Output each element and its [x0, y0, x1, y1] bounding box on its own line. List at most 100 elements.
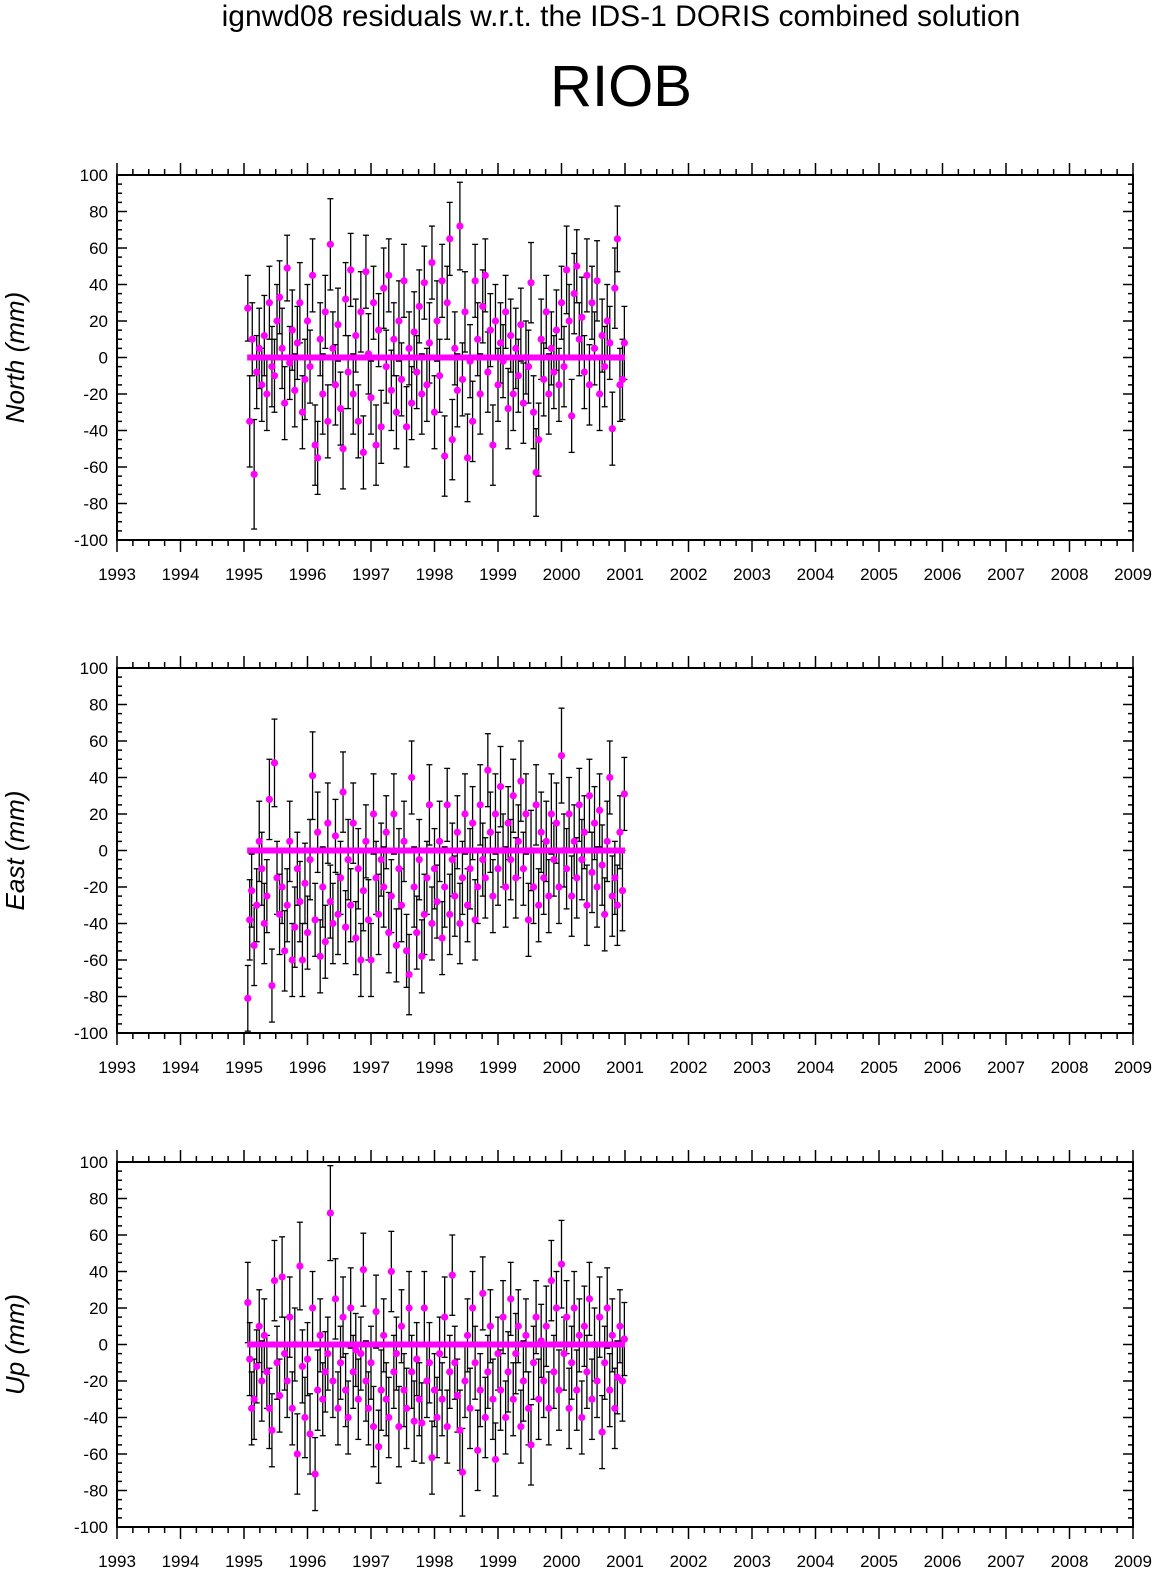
data-point	[410, 883, 418, 891]
data-point	[308, 1304, 317, 1312]
x-tick-label: 2008	[1051, 565, 1089, 584]
y-tick-label: -100	[74, 531, 108, 550]
data-point	[535, 901, 543, 909]
data-point	[258, 1377, 266, 1385]
data-point	[598, 861, 606, 869]
data-point	[461, 810, 469, 818]
data-point	[372, 874, 380, 882]
data-point	[402, 1404, 411, 1412]
data-point	[545, 390, 553, 398]
data-point	[517, 1423, 525, 1431]
data-point	[613, 1373, 621, 1381]
data-point	[608, 1331, 616, 1339]
data-point	[420, 279, 428, 287]
data-point	[316, 952, 324, 960]
data-point	[283, 1377, 291, 1385]
data-point	[441, 452, 449, 460]
data-point	[281, 947, 289, 955]
data-point	[244, 1298, 252, 1307]
data-point	[550, 368, 558, 376]
y-tick-label: 0	[99, 349, 108, 368]
data-point	[489, 1395, 497, 1403]
data-point	[298, 408, 307, 416]
data-point	[352, 1346, 360, 1354]
x-tick-label: 1994	[162, 565, 200, 584]
x-tick-label: 1996	[289, 1552, 327, 1571]
data-point	[435, 837, 444, 845]
data-point	[593, 1377, 601, 1385]
data-point	[263, 390, 271, 398]
data-point	[301, 375, 309, 383]
data-point	[580, 368, 588, 376]
data-point	[397, 901, 406, 909]
data-point	[560, 363, 568, 371]
y-tick-label: 20	[89, 805, 108, 824]
data-point	[509, 390, 517, 398]
data-point	[375, 910, 383, 918]
data-point	[562, 865, 571, 873]
data-point	[593, 883, 601, 891]
data-point	[463, 454, 472, 462]
data-point	[603, 837, 611, 845]
data-point	[471, 1359, 479, 1367]
data-point	[357, 308, 365, 316]
data-point	[405, 344, 413, 352]
data-point	[326, 898, 334, 906]
data-point	[296, 898, 304, 906]
data-point	[552, 326, 561, 334]
data-point	[616, 1322, 624, 1330]
data-point	[314, 454, 322, 462]
data-point	[606, 1386, 614, 1394]
data-point	[524, 363, 533, 371]
data-point	[522, 810, 530, 818]
data-point	[588, 299, 596, 307]
data-point	[385, 1413, 393, 1422]
data-point	[537, 335, 545, 343]
data-point	[293, 339, 301, 347]
data-point	[555, 1386, 563, 1394]
data-point	[390, 1368, 398, 1376]
data-point	[583, 901, 591, 909]
data-point	[499, 357, 507, 365]
data-point	[568, 892, 576, 900]
data-point	[392, 941, 400, 950]
data-point	[372, 441, 380, 449]
data-point	[362, 837, 370, 845]
data-point	[291, 386, 299, 394]
data-point	[265, 795, 273, 804]
data-point	[268, 1426, 276, 1434]
data-point	[400, 277, 408, 285]
data-point	[542, 1322, 550, 1330]
data-point	[306, 363, 314, 371]
data-point	[428, 259, 436, 267]
data-point	[486, 326, 494, 334]
data-point	[527, 279, 535, 287]
x-tick-label: 2006	[924, 565, 962, 584]
data-point	[481, 1413, 489, 1422]
y-tick-label: 100	[80, 1153, 108, 1172]
data-point	[430, 408, 439, 416]
data-point	[476, 390, 484, 398]
data-point	[415, 302, 423, 310]
data-point	[532, 1313, 540, 1321]
data-point	[246, 1355, 254, 1363]
data-point	[408, 399, 416, 407]
data-point	[524, 1404, 533, 1412]
x-tick-label: 2008	[1051, 1058, 1089, 1077]
data-point	[557, 299, 566, 307]
data-point	[339, 445, 347, 453]
data-point	[382, 363, 390, 371]
data-point	[387, 1267, 395, 1276]
data-point	[321, 1368, 329, 1376]
data-point	[529, 408, 538, 416]
data-point	[258, 381, 266, 389]
data-point	[486, 828, 494, 836]
data-point	[329, 344, 337, 352]
data-point	[428, 919, 436, 928]
data-point	[423, 1377, 431, 1385]
x-tick-label: 2008	[1051, 1552, 1089, 1571]
data-point	[375, 326, 383, 334]
data-point	[410, 328, 418, 336]
data-point	[263, 1368, 271, 1376]
data-point	[314, 1386, 322, 1394]
